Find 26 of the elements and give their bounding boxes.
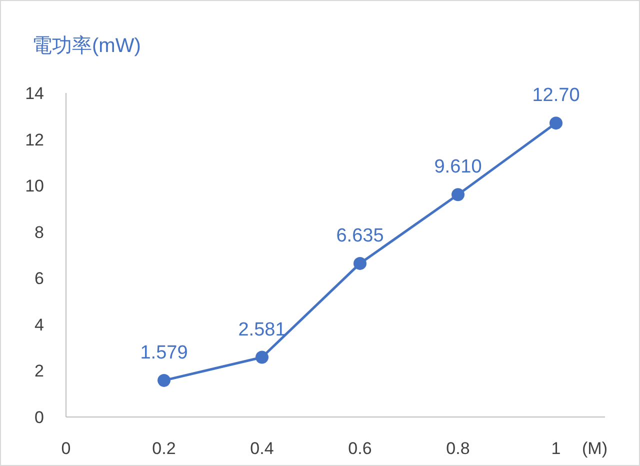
y-tick-label: 4 xyxy=(34,315,44,334)
y-tick-label: 12 xyxy=(25,130,44,150)
x-tick-label: 0.2 xyxy=(152,439,176,458)
y-tick-label: 8 xyxy=(34,222,44,242)
y-axis-title: 電功率(mW) xyxy=(32,35,141,57)
point xyxy=(158,374,170,387)
x-tick-label: 0.4 xyxy=(250,439,274,458)
y-tick-label: 14 xyxy=(25,84,44,103)
y-tick-label: 0 xyxy=(34,408,44,427)
point xyxy=(452,188,464,202)
point xyxy=(354,256,366,270)
y-tick-label: 2 xyxy=(34,362,44,381)
x-tick-label: 0.6 xyxy=(348,439,372,458)
x-axis-title: (M) xyxy=(582,439,608,458)
x-tick-label: 1 xyxy=(551,439,561,458)
data-label: 12.70 xyxy=(532,85,580,106)
data-label: 6.635 xyxy=(336,225,384,246)
data-label: 2.581 xyxy=(238,319,286,340)
point xyxy=(550,116,562,130)
point xyxy=(256,350,268,364)
y-tick-label: 10 xyxy=(25,176,44,196)
data-label: 1.579 xyxy=(140,342,188,364)
data-label: 9.610 xyxy=(434,156,482,178)
y-tick-label: 6 xyxy=(34,269,44,288)
x-tick-label: 0.8 xyxy=(446,439,470,458)
x-tick-label: 0 xyxy=(61,439,71,458)
